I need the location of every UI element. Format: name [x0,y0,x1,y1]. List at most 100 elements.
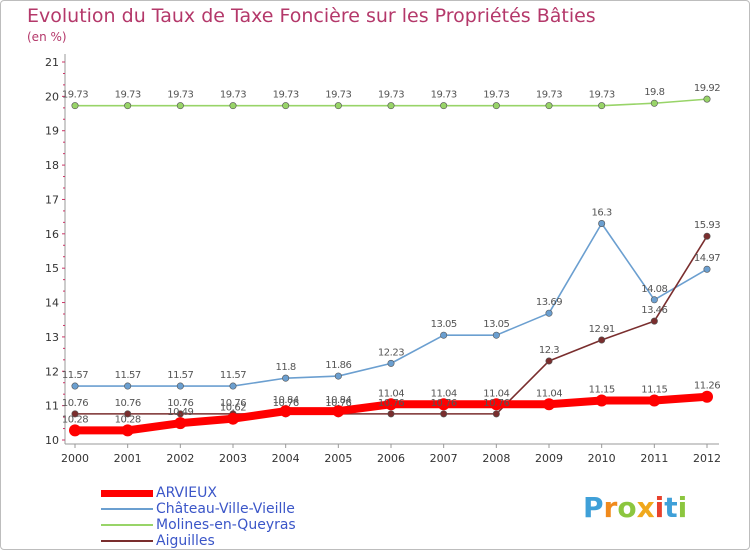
data-point [71,102,79,110]
data-label: 11.86 [325,360,351,371]
data-point [650,317,658,325]
y-tick-label: 12 [45,365,59,378]
data-label: 13.05 [431,319,457,330]
data-label: 11.57 [167,370,193,381]
data-label: 11.15 [641,384,667,395]
data-point [440,331,448,339]
data-label: 13.69 [536,297,562,308]
data-point [701,390,713,403]
data-label: 12.3 [539,345,559,356]
data-label: 11.15 [589,384,615,395]
data-label: 10.49 [167,407,193,418]
x-tick-label: 2004 [272,452,300,465]
data-label: 10.28 [62,414,88,425]
data-label: 10.76 [378,398,404,409]
data-point [492,102,500,110]
data-point [598,102,606,110]
data-point [229,102,237,110]
data-point [69,424,81,437]
data-point [387,359,395,367]
data-label: 11.57 [62,370,88,381]
x-tick-label: 2008 [482,452,510,465]
data-point [227,412,239,425]
data-label: 11.04 [378,388,404,399]
x-tick-label: 2010 [588,452,616,465]
data-point [650,296,658,304]
data-point [334,102,342,110]
legend-label: ARVIEUX [156,485,217,501]
data-point [703,265,711,273]
legend-swatch [101,524,153,526]
data-point [387,410,395,418]
data-label: 19.73 [589,90,615,101]
data-point [598,220,606,228]
x-tick-label: 2012 [693,452,721,465]
data-label: 14.08 [641,284,667,295]
logo-letter: x [636,491,655,524]
data-label: 19.73 [115,90,141,101]
data-point [650,99,658,107]
data-label: 13.05 [483,319,509,330]
data-point [545,357,553,365]
y-tick-label: 14 [45,297,59,310]
logo-letter: i [654,491,665,524]
chart-subtitle: (en %) [27,30,67,44]
data-point [703,232,711,240]
data-point [492,331,500,339]
legend-label: Château-Ville-Vieille [156,501,295,517]
x-tick-label: 2009 [535,452,563,465]
x-tick-label: 2005 [324,452,352,465]
x-tick-label: 2000 [61,452,89,465]
proxiti-logo: Proxiti [583,491,687,524]
data-point [174,417,187,430]
legend-swatch [101,508,153,510]
data-point [71,410,79,418]
data-point [282,374,290,382]
y-tick-label: 19 [45,125,59,138]
data-point [279,405,292,418]
data-label: 10.76 [167,398,193,409]
data-point [648,394,661,407]
y-tick-label: 11 [45,400,59,413]
x-tick-label: 2006 [377,452,405,465]
data-point [703,95,711,103]
data-label: 12.91 [589,324,615,335]
data-label: 10.84 [325,395,351,406]
data-label: 10.76 [62,398,88,409]
data-point [124,382,132,390]
data-label: 19.73 [431,90,457,101]
legend-swatch [101,540,153,542]
y-tick-label: 10 [45,434,59,447]
data-point [598,336,606,344]
data-label: 10.28 [115,414,141,425]
data-point [176,410,184,418]
data-point [229,382,237,390]
data-label: 11.04 [431,388,457,399]
chart-title: Evolution du Taux de Taxe Foncière sur l… [27,5,596,27]
x-tick-label: 2011 [640,452,668,465]
y-tick-label: 16 [45,228,59,241]
legend-swatch [101,490,153,497]
y-tick-label: 21 [45,56,59,69]
data-label: 10.62 [220,403,246,414]
y-tick-label: 13 [45,331,59,344]
data-label: 19.73 [325,90,351,101]
data-point [545,309,553,317]
data-label: 10.76 [325,398,351,409]
data-label: 11.57 [115,370,141,381]
legend-label: Aiguilles [156,533,215,549]
data-label: 11.26 [694,381,720,392]
y-tick-label: 18 [45,159,59,172]
logo-letter: r [603,491,618,524]
data-label: 19.73 [378,90,404,101]
x-tick-label: 2001 [114,452,142,465]
data-point [332,405,345,418]
data-point [334,372,342,380]
data-point [440,102,448,110]
data-point [71,382,79,390]
logo-letter: t [664,491,678,524]
legend-label: Molines-en-Queyras [156,517,296,533]
logo-letter: o [617,491,637,524]
